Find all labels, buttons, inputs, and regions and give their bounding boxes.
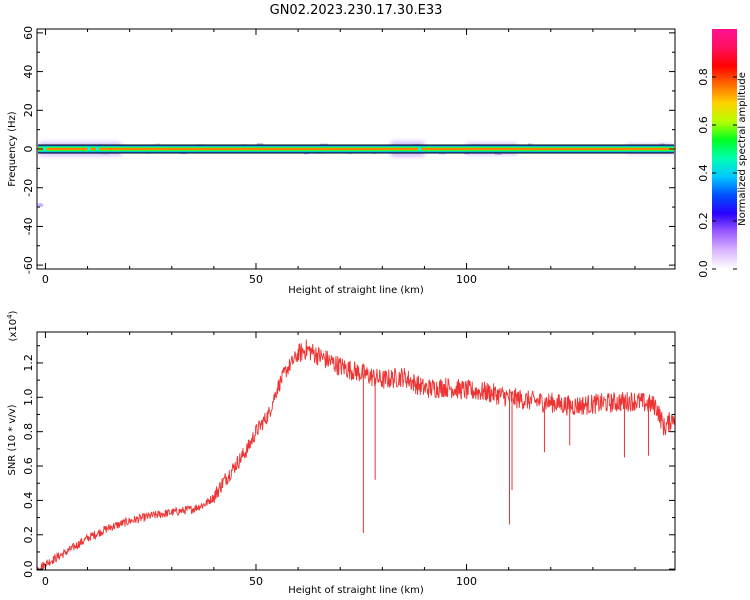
snr-x-tick-label: 100 — [456, 575, 477, 588]
figure-title: GN02.2023.230.17.30.E33 — [270, 3, 443, 18]
colorbar-tick-label: 0.4 — [697, 164, 710, 182]
spectrogram-y-tick-label: -40 — [22, 217, 35, 235]
spectrogram-y-tick-label: -60 — [22, 256, 35, 274]
snr-y-tick-label: 0.4 — [22, 492, 35, 510]
spectrogram-y-ticks: -60 -40 -20 0 20 40 60 — [22, 26, 675, 274]
spectrogram-speckle — [348, 152, 353, 155]
spectrogram-fleck — [43, 147, 47, 151]
spectrogram-fleck — [87, 147, 91, 151]
colorbar-tick-label: 0.6 — [697, 116, 710, 134]
snr-x-tick-label: 50 — [249, 575, 263, 588]
spectrogram-speckle — [102, 152, 110, 155]
spectrogram-x-ticks: 0 50 100 — [42, 29, 636, 286]
snr-y-tick-label: 1.0 — [22, 389, 35, 407]
spectrogram-speckle — [257, 143, 264, 146]
spectrogram-y-tick-label: 0 — [22, 146, 35, 153]
colorbar-label: Normalized spectral amplitude — [737, 72, 748, 226]
snr-y-axis-title: SNR (10 * v/v) — [7, 404, 18, 475]
spectrogram-band — [38, 145, 674, 153]
spectrogram-y-axis-title: Frequency (Hz) — [7, 111, 18, 187]
spectrogram-plot-area — [37, 141, 674, 208]
spectrogram-speckle — [527, 143, 532, 146]
spectrogram-x-tick-label: 50 — [249, 273, 263, 286]
snr-y-ticks: 0.0 0.2 0.4 0.6 0.8 1.0 1.2 — [22, 345, 675, 578]
snr-x-ticks: 0 50 100 — [42, 332, 636, 588]
snr-y-tick-label: 1.2 — [22, 354, 35, 372]
snr-frame — [36, 331, 676, 571]
spectrogram-y-tick-label: 60 — [22, 26, 35, 40]
colorbar-tick-label: 0.2 — [697, 212, 710, 230]
spectrogram-fleck — [418, 147, 422, 151]
spectrogram-speckle — [438, 152, 446, 155]
snr-y-tick-label: 0.2 — [22, 526, 35, 544]
snr-y-tick-label: 0.0 — [22, 560, 35, 578]
snr-y-tick-label: 0.8 — [22, 423, 35, 441]
snr-x-tick-label: 0 — [42, 575, 49, 588]
snr-y-scale-suffix: ) — [8, 310, 19, 314]
colorbar-ticks: 0.0 0.2 0.4 0.6 0.8 — [697, 68, 737, 278]
colorbar-gradient — [712, 29, 737, 269]
snr-y-scale-exponent: 4 — [6, 314, 14, 319]
snr-series-line — [37, 339, 675, 570]
spectrogram-speckle — [156, 143, 161, 146]
snr-y-scale-note: (x104) — [6, 310, 19, 341]
snr-panel: 0 50 100 0.0 0.2 0.4 0.6 0.8 1.0 1.2 Height of s… — [6, 310, 676, 596]
spectrogram-x-tick-label: 100 — [456, 273, 477, 286]
spectrogram-panel: 0 50 100 -60 -40 -20 0 20 40 60 Height of straig… — [7, 26, 676, 296]
snr-y-tick-label: 0.6 — [22, 457, 35, 475]
spectrogram-x-axis-title: Height of straight line (km) — [288, 285, 424, 296]
spectrogram-speckle — [659, 143, 665, 146]
snr-dips — [362, 373, 649, 534]
spectrogram-y-tick-label: -20 — [22, 179, 35, 197]
snr-x-axis-title: Height of straight line (km) — [288, 585, 424, 596]
spectrogram-fleck — [95, 147, 99, 151]
colorbar: 0.0 0.2 0.4 0.6 0.8 Normalized spectral ampl… — [697, 29, 748, 278]
colorbar-tick-label: 0.8 — [697, 68, 710, 86]
spectrogram-y-tick-label: 20 — [22, 103, 35, 117]
snr-y-scale-prefix: (x10 — [8, 319, 19, 342]
colorbar-tick-label: 0.0 — [697, 260, 710, 278]
spectrogram-y-tick-label: 40 — [22, 65, 35, 79]
spectrogram-outlier — [37, 203, 44, 208]
spectrogram-x-tick-label: 0 — [42, 273, 49, 286]
spectrogram-speckle — [494, 152, 502, 155]
